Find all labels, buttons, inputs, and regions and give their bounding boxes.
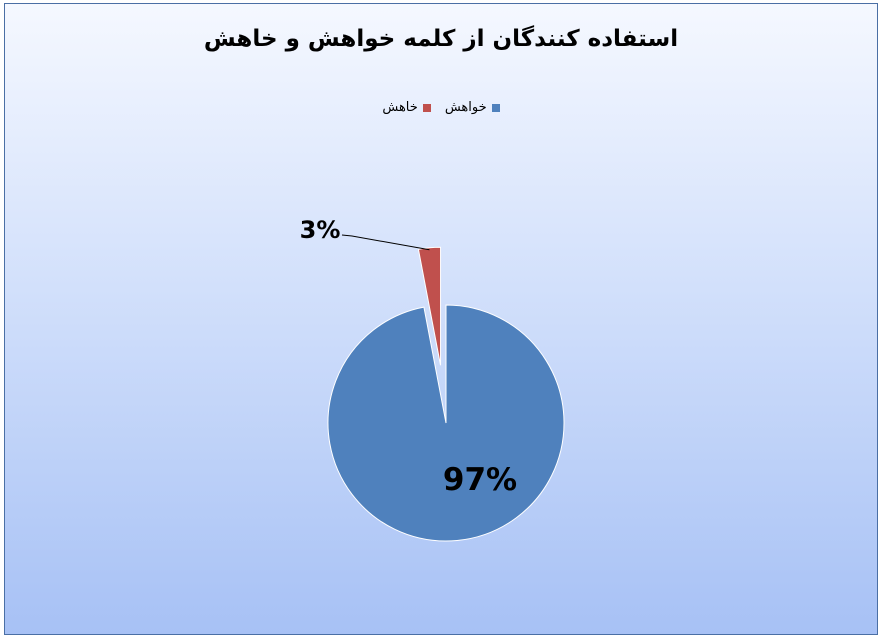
leader-line-1 [341,234,430,251]
legend-item-khvahesh: خواهش [445,100,500,115]
data-label-1: 3% [300,216,341,244]
legend-item-khahesh: خاهش [382,100,431,115]
legend-label-khahesh: خاهش [382,100,418,115]
chart-legend: خاهش خواهش [5,100,877,115]
legend-label-khvahesh: خواهش [444,100,487,115]
chart-title: استفاده کنندگان از کلمه خواهش و خاهش [203,26,679,52]
legend-swatch-khahesh [422,103,431,112]
pie-slice-1 [417,246,442,366]
data-label-0: 97% [443,462,517,498]
legend-swatch-khvahesh [491,103,500,112]
pie-slice-0 [327,304,565,542]
